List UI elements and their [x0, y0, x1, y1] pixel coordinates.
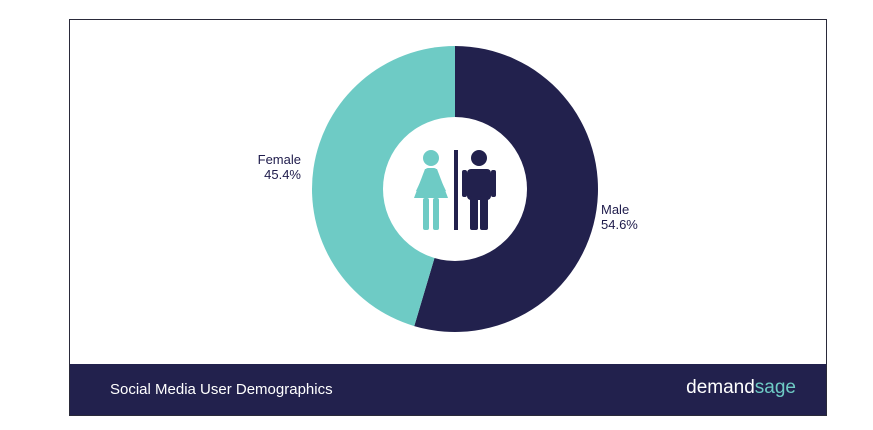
- male-label-text: Male: [601, 202, 630, 217]
- divider: [454, 150, 458, 230]
- female-icon: [414, 150, 448, 230]
- male-value-text: 54.6%: [601, 217, 638, 232]
- brand-logo-part1: demand: [686, 377, 755, 398]
- male-slice-label: Male 54.6%: [601, 202, 638, 232]
- donut-chart: [312, 46, 599, 332]
- female-label-text: Female: [257, 152, 301, 167]
- chart-title: Social Media User Demographics: [110, 381, 333, 398]
- chart-card: Female 45.4% Male 54.6% Social Media Use…: [69, 19, 827, 416]
- footer-bar: Social Media User Demographics demandsag…: [70, 364, 826, 415]
- female-slice-label: Female 45.4%: [258, 152, 301, 182]
- brand-logo-part2: sage: [754, 377, 796, 398]
- female-value-text: 45.4%: [264, 167, 301, 182]
- male-icon: [462, 150, 496, 230]
- brand-logo: demandsage: [686, 377, 796, 399]
